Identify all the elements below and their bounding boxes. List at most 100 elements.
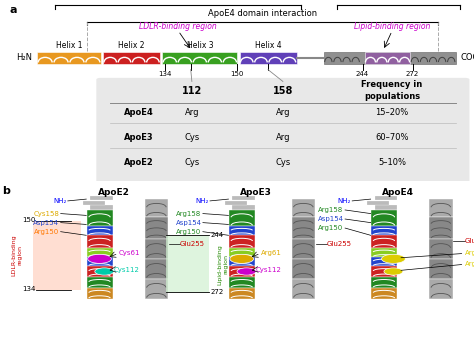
Bar — [240, 51, 297, 64]
Bar — [228, 226, 255, 235]
Text: Cys: Cys — [275, 159, 291, 167]
Bar — [371, 235, 397, 248]
Bar — [145, 199, 168, 217]
Text: 150: 150 — [22, 217, 36, 223]
Bar — [429, 239, 453, 259]
Text: ApoE4: ApoE4 — [124, 108, 154, 117]
Text: Arg158: Arg158 — [176, 211, 201, 216]
Bar — [232, 205, 255, 210]
Text: Arg150: Arg150 — [319, 225, 344, 231]
Text: NH₂: NH₂ — [53, 198, 66, 204]
Bar — [374, 205, 397, 210]
Bar — [292, 259, 315, 279]
Text: ApoE4 domain interaction: ApoE4 domain interaction — [208, 9, 317, 18]
Bar — [292, 217, 315, 239]
Text: Arg61: Arg61 — [465, 251, 474, 256]
Bar — [162, 51, 237, 64]
Bar — [90, 196, 113, 200]
Bar — [371, 257, 397, 266]
Text: 158: 158 — [273, 85, 293, 96]
Text: C-terminal domain: C-terminal domain — [360, 0, 438, 2]
Text: Asp154: Asp154 — [175, 220, 201, 226]
Text: ApoE2: ApoE2 — [98, 188, 130, 197]
Text: 272: 272 — [406, 71, 419, 77]
Text: a: a — [10, 5, 18, 16]
Circle shape — [384, 268, 403, 275]
Bar — [429, 259, 453, 279]
Bar — [145, 217, 168, 239]
Bar — [166, 235, 209, 293]
Bar — [292, 279, 315, 299]
Text: 134: 134 — [22, 286, 36, 292]
Text: 244: 244 — [211, 232, 224, 238]
Text: LDLR-binding
region: LDLR-binding region — [11, 235, 22, 276]
Bar — [103, 51, 160, 64]
Text: Arg150: Arg150 — [176, 229, 201, 235]
Text: Asp154: Asp154 — [318, 216, 344, 222]
Text: Frequency in
populations: Frequency in populations — [362, 80, 423, 101]
Bar — [225, 201, 247, 205]
Text: Arg61: Arg61 — [261, 251, 282, 256]
Text: Helix 3: Helix 3 — [187, 41, 213, 50]
Bar — [429, 279, 453, 299]
Text: Glu255: Glu255 — [180, 241, 205, 247]
Text: LDLR-binding region: LDLR-binding region — [139, 22, 217, 31]
Text: 112: 112 — [182, 85, 202, 96]
Text: Cys61: Cys61 — [118, 251, 140, 256]
Bar — [429, 217, 453, 239]
Text: 150: 150 — [231, 71, 244, 77]
Bar — [292, 199, 315, 217]
Bar — [365, 51, 410, 64]
Bar — [145, 259, 168, 279]
Text: 15–20%: 15–20% — [375, 108, 409, 117]
FancyBboxPatch shape — [96, 78, 469, 183]
Bar — [367, 201, 390, 205]
Bar — [429, 199, 453, 217]
Bar — [86, 226, 113, 235]
Bar — [228, 210, 255, 226]
Circle shape — [88, 254, 111, 264]
Text: Cys112: Cys112 — [256, 267, 282, 273]
Text: NH₂: NH₂ — [195, 198, 209, 204]
Text: ApoE2: ApoE2 — [124, 159, 154, 167]
Text: Helix 4: Helix 4 — [255, 41, 282, 50]
Text: Asp154: Asp154 — [33, 220, 59, 226]
Text: Arg150: Arg150 — [34, 229, 59, 235]
Bar — [86, 235, 113, 248]
Circle shape — [230, 254, 254, 264]
Bar — [228, 257, 255, 266]
Bar — [371, 210, 397, 226]
Text: Lipid-binding region: Lipid-binding region — [354, 22, 430, 31]
Bar — [232, 196, 255, 200]
Text: 5–10%: 5–10% — [378, 159, 406, 167]
Text: b: b — [2, 186, 10, 197]
Bar — [292, 239, 315, 259]
Bar — [86, 288, 113, 299]
Bar — [33, 221, 81, 290]
Text: Arg158: Arg158 — [319, 207, 344, 213]
Circle shape — [237, 268, 256, 275]
Text: Cys112: Cys112 — [114, 267, 140, 273]
Bar — [82, 201, 105, 205]
Bar — [90, 205, 113, 210]
Bar — [86, 248, 113, 257]
Text: Glu255: Glu255 — [327, 241, 352, 247]
Bar — [145, 279, 168, 299]
Bar — [371, 288, 397, 299]
Bar — [145, 239, 168, 259]
Bar — [228, 288, 255, 299]
Text: N-terminal domain: N-terminal domain — [139, 0, 218, 2]
Text: 272: 272 — [211, 289, 224, 295]
Text: Lipid-binding
region: Lipid-binding region — [218, 244, 228, 285]
Text: Cys: Cys — [184, 133, 200, 142]
Text: Helix 1: Helix 1 — [56, 41, 82, 50]
Text: 60–70%: 60–70% — [375, 133, 409, 142]
Bar — [86, 210, 113, 226]
Bar — [228, 277, 255, 288]
Bar — [86, 266, 113, 277]
Text: ApoE3: ApoE3 — [240, 188, 272, 197]
Bar — [371, 248, 397, 257]
Text: Arg: Arg — [276, 133, 290, 142]
Text: 244: 244 — [356, 71, 369, 77]
Text: H₂N: H₂N — [17, 54, 33, 62]
